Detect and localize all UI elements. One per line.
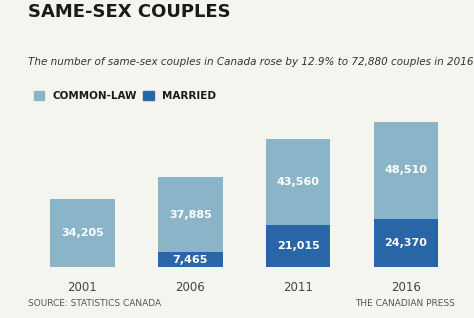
Bar <box>158 252 222 267</box>
Text: 37,885: 37,885 <box>169 210 211 220</box>
Text: 24,370: 24,370 <box>384 238 427 248</box>
Text: 2006: 2006 <box>175 281 205 294</box>
Text: 2011: 2011 <box>283 281 313 294</box>
Text: 43,560: 43,560 <box>277 177 319 187</box>
Bar <box>158 177 222 252</box>
Bar <box>265 139 330 225</box>
Text: 7,465: 7,465 <box>173 255 208 265</box>
Text: SAME-SEX COUPLES: SAME-SEX COUPLES <box>28 3 231 21</box>
Text: 2001: 2001 <box>67 281 97 294</box>
Text: 34,205: 34,205 <box>61 228 104 238</box>
Bar <box>374 122 438 219</box>
Bar <box>50 199 115 267</box>
Text: 2016: 2016 <box>391 281 421 294</box>
Bar <box>374 219 438 267</box>
Text: 48,510: 48,510 <box>384 165 427 176</box>
Text: THE CANADIAN PRESS: THE CANADIAN PRESS <box>355 300 455 308</box>
Text: The number of same-sex couples in Canada rose by 12.9% to 72,880 couples in 2016: The number of same-sex couples in Canada… <box>28 57 474 67</box>
Bar <box>265 225 330 267</box>
Legend: COMMON-LAW, MARRIED: COMMON-LAW, MARRIED <box>34 91 216 101</box>
Text: SOURCE: STATISTICS CANADA: SOURCE: STATISTICS CANADA <box>28 300 162 308</box>
Text: 21,015: 21,015 <box>277 241 319 251</box>
